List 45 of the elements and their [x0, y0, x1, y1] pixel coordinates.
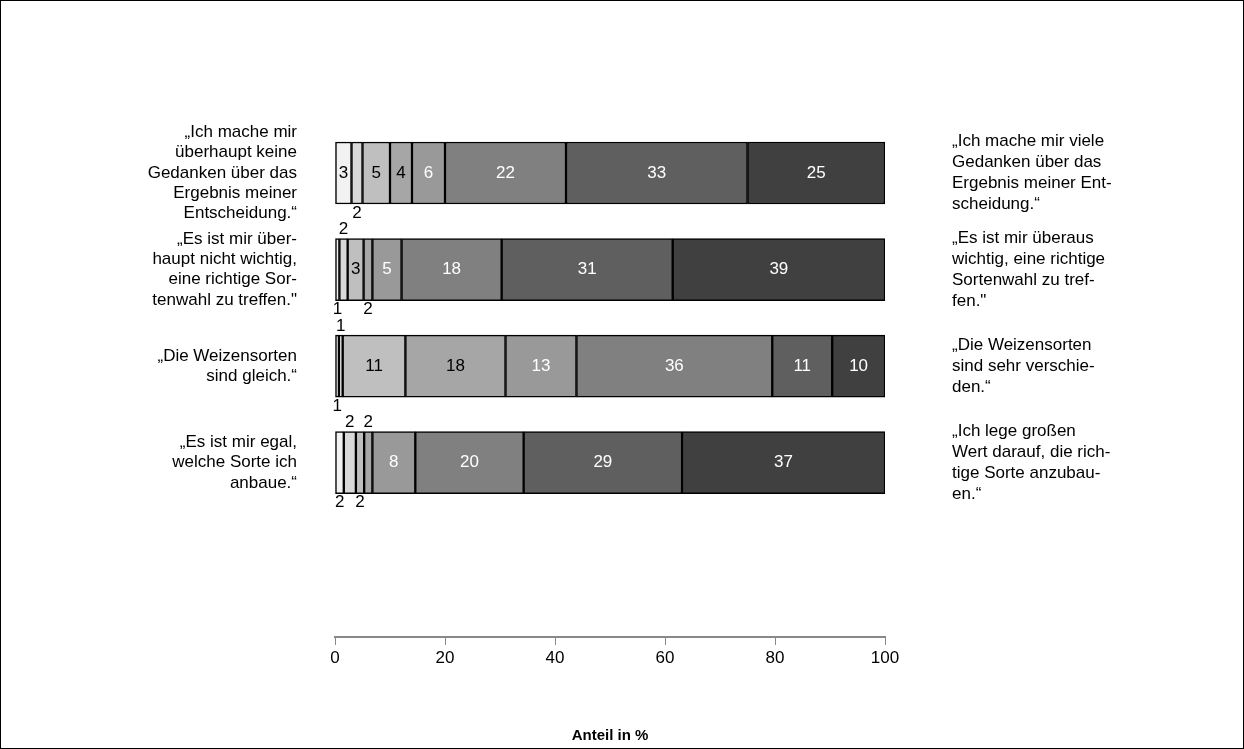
- data-label: 31: [577, 259, 597, 279]
- data-label: 36: [664, 355, 684, 375]
- text: „Ich lege großen Wert darauf, die rich- tige Sorte anzubau- en.“: [952, 420, 1111, 503]
- data-label: 3: [350, 259, 361, 279]
- data-label: 11: [793, 355, 812, 375]
- x-tick-label: 20: [435, 647, 455, 667]
- data-label: 2: [338, 219, 349, 239]
- x-tick-label: 60: [655, 647, 675, 667]
- data-label: 4: [396, 162, 406, 182]
- data-label: 13: [531, 355, 551, 375]
- data-label: 29: [593, 452, 613, 472]
- y-tick-label: „Die Weizensorten sind gleich.“: [157, 345, 298, 386]
- data-label: 8: [389, 452, 399, 472]
- data-label: 37: [774, 452, 793, 472]
- data-label: 5: [382, 259, 392, 279]
- data-label: 10: [849, 355, 869, 375]
- data-label: 2: [352, 202, 362, 222]
- y-tick-label: „Es ist mir über- haupt nicht wichtig, eine richtige Sor- tenwahl zu treffen.": [152, 228, 297, 309]
- data-label: 2: [363, 299, 373, 319]
- data-label: 6: [423, 162, 434, 182]
- x-tick-label: 0: [330, 647, 340, 667]
- x-tick-label: 100: [870, 647, 900, 667]
- data-label: 2: [355, 492, 365, 512]
- data-label: 2: [363, 412, 374, 432]
- data-label: 18: [445, 355, 465, 375]
- data-label: 11: [365, 355, 383, 375]
- data-label: 22: [496, 162, 515, 182]
- text: „Die Weizensorten sind sehr verschie- den.“: [952, 334, 1095, 396]
- data-label: 33: [647, 162, 667, 182]
- data-label: 18: [442, 259, 462, 279]
- data-label: 20: [460, 452, 479, 472]
- x-tick-label: 80: [765, 647, 785, 667]
- x-axis-title: Anteil in %: [571, 726, 649, 744]
- data-label: 5: [371, 162, 381, 182]
- data-label: 39: [769, 259, 789, 279]
- y-tick-label: „Es ist mir egal, welche Sorte ich anbaue.“: [171, 431, 298, 492]
- data-label: 2: [334, 492, 345, 512]
- data-label: 3: [338, 162, 349, 182]
- text: „Es ist mir überaus wichtig, eine richtige Sortenwahl zu tref- fen.": [951, 227, 1106, 310]
- y-tick-label: „Ich mache mir überhaupt keine Gedanken über das Ergebnis meiner Entscheidung.“: [147, 121, 298, 223]
- data-label: 1: [332, 395, 342, 415]
- data-label: 2: [345, 412, 355, 432]
- text: „Ich mache mir viele Gedanken über das Ergebnis meiner Ent- scheidung.“: [952, 131, 1112, 214]
- x-tick-label: 40: [545, 647, 565, 667]
- data-label: 25: [806, 162, 826, 182]
